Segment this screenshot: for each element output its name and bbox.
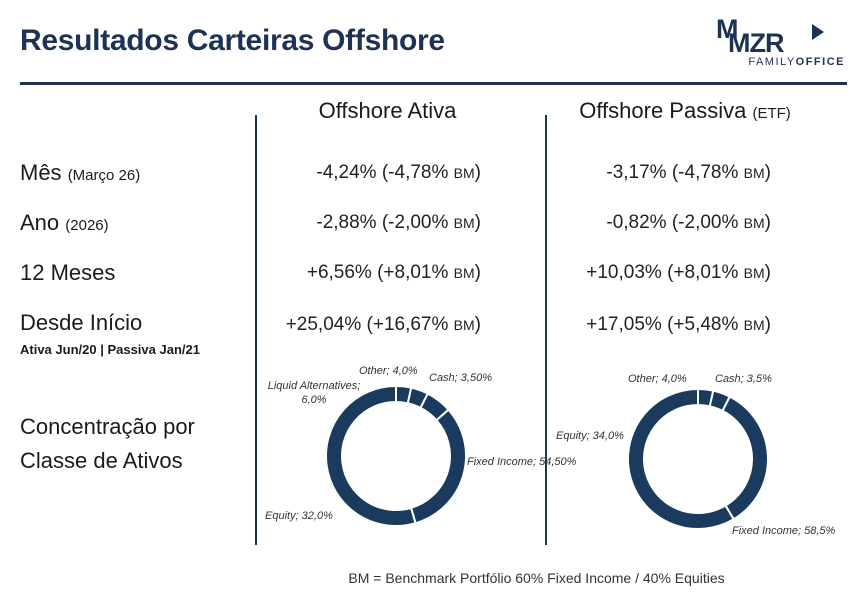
donut-slice-equity [409,408,467,525]
row-label-ano: Ano (2026) [20,210,109,236]
column-header-passiva: Offshore Passiva (ETF) [555,98,815,124]
logo-sub-office: OFFICE [795,56,845,68]
concentration-line-1: Concentração por [20,414,195,439]
close-paren: ) [764,212,771,233]
bm-tag: BM [743,215,765,231]
play-icon [812,24,824,40]
value-text: -4,24% (-4,78% [316,162,449,183]
slice-label-ativa-other: Other; 4,0% [359,365,418,377]
close-paren: ) [764,162,771,183]
value-text: +17,05% (+5,48% [586,314,739,335]
donut-slice-fixed-income [325,385,417,527]
bm-tag: BM [453,317,475,333]
row-label-suffix: (2026) [65,217,109,234]
donut-chart-passiva [627,388,769,530]
close-paren: ) [474,314,481,335]
close-paren: ) [474,262,481,283]
value-ativa-ano: -2,88% (-2,00% BM) [316,212,481,234]
inception-note: Ativa Jun/20 | Passiva Jan/21 [20,342,200,357]
value-passiva-12m: +10,03% (+8,01% BM) [586,262,771,284]
logo-mark-mzr: MZR [728,28,784,58]
logo-mark: M MZR [716,14,784,58]
slice-label-passiva-fixed-income: Fixed Income; 58,5% [732,525,836,537]
value-text: -3,17% (-4,78% [606,162,739,183]
bm-tag: BM [453,265,475,281]
row-label-suffix: (Março 26) [67,167,141,184]
value-text: -0,82% (-2,00% [606,212,739,233]
row-label-text: 12 Meses [20,260,116,285]
benchmark-footnote-text: BM = Benchmark Portfólio 60% Fixed Incom… [348,570,725,586]
logo-sub-family: FAMILY [748,56,796,68]
row-label-12-meses: 12 Meses [20,260,115,286]
close-paren: ) [764,314,771,335]
bm-tag: BM [453,165,475,181]
slice-label-ativa-equity: Equity; 32,0% [265,510,333,522]
row-label-desde-inicio: Desde Início [20,310,142,336]
slice-label-passiva-equity: Equity; 34,0% [556,430,624,442]
value-passiva-desde-inicio: +17,05% (+5,48% BM) [586,314,771,336]
value-ativa-12m: +6,56% (+8,01% BM) [307,262,481,284]
slice-label-ativa-cash: Cash; 3,50% [429,372,492,384]
close-paren: ) [474,162,481,183]
slice-label-ativa-fixed-income: Fixed Income; 54,50% [467,456,577,468]
mzr-logo: M MZR FAMILYOFFICE [712,14,847,76]
column-divider-passiva [545,115,547,545]
slice-label-passiva-other: Other; 4,0% [628,373,687,385]
benchmark-footnote: BM = Benchmark Portfólio 60% Fixed Incom… [0,570,863,586]
column-header-ativa: Offshore Ativa [275,98,500,124]
column-title-passiva-suffix: (ETF) [752,105,791,122]
concentration-line-2: Classe de Ativos [20,448,183,473]
slice-label-passiva-cash: Cash; 3,5% [715,373,772,385]
bm-tag: BM [743,317,765,333]
concentration-heading: Concentração por Classe de Ativos [20,410,195,478]
close-paren: ) [764,262,771,283]
row-label-text: Ano [20,210,60,235]
page-title: Resultados Carteiras Offshore [20,24,445,57]
value-text: +6,56% (+8,01% [306,262,449,283]
row-label-mes: Mês (Março 26) [20,160,140,186]
logo-subtitle: FAMILYOFFICE [748,56,845,68]
row-label-text: Mês [20,160,62,185]
value-ativa-desde-inicio: +25,04% (+16,67% BM) [286,314,481,336]
bm-tag: BM [453,215,475,231]
row-label-text: Desde Início [20,310,143,335]
column-divider-ativa [255,115,257,545]
donut-chart-ativa [325,385,467,527]
value-text: -2,88% (-2,00% [316,212,449,233]
close-paren: ) [474,212,481,233]
donut-slice-equity [721,395,769,521]
value-passiva-mes: -3,17% (-4,78% BM) [606,162,771,184]
donut-slice-fixed-income [627,388,736,530]
column-title-passiva: Offshore Passiva [579,98,747,123]
bm-tag: BM [743,265,765,281]
header-divider [20,82,847,85]
logo-mark-m: M [716,14,738,44]
bm-tag: BM [743,165,765,181]
value-text: +25,04% (+16,67% [285,314,449,335]
value-text: +10,03% (+8,01% [586,262,739,283]
column-title-ativa: Offshore Ativa [318,98,457,123]
slice-label-ativa-liquid-alternatives: Liquid Alternatives; 6,0% [267,380,361,406]
value-passiva-ano: -0,82% (-2,00% BM) [606,212,771,234]
value-ativa-mes: -4,24% (-4,78% BM) [316,162,481,184]
